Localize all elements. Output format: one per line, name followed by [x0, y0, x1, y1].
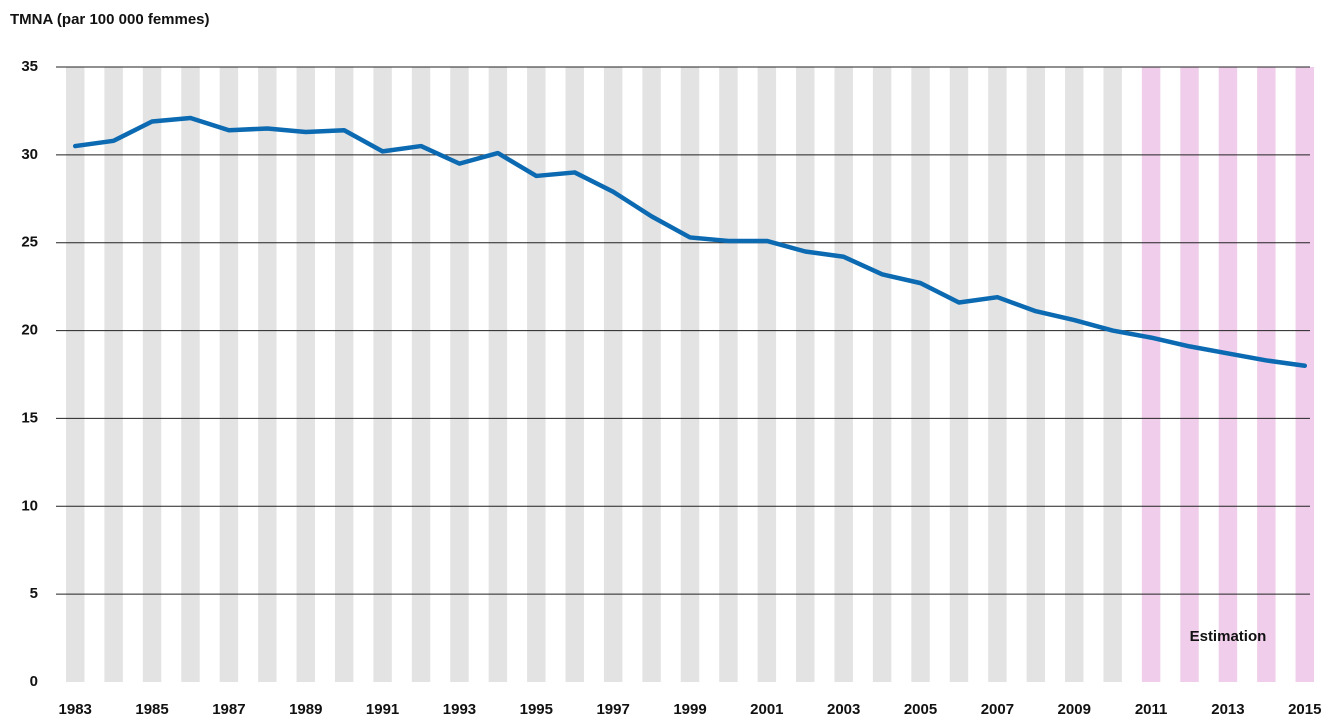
year-band	[796, 67, 815, 682]
year-band	[373, 67, 392, 682]
year-band	[1026, 67, 1046, 682]
y-tick-label: 20	[21, 322, 38, 339]
y-tick-label: 10	[21, 497, 38, 514]
x-tick-label: 1997	[596, 701, 629, 718]
x-tick-label: 2005	[904, 701, 937, 718]
x-tick-label: 1985	[135, 701, 168, 718]
year-band	[1218, 67, 1238, 682]
year-band	[104, 67, 123, 682]
x-tick-label: 1987	[212, 701, 245, 718]
x-tick-label: 1999	[673, 701, 706, 718]
year-band	[1141, 67, 1161, 682]
annotation: Estimation	[1190, 628, 1267, 645]
year-band	[1180, 67, 1199, 682]
year-band	[527, 67, 546, 682]
year-band	[565, 67, 584, 682]
year-band	[181, 67, 200, 682]
year-band	[680, 67, 700, 682]
y-tick-label: 35	[21, 58, 38, 75]
year-band	[219, 67, 239, 682]
x-tick-label: 2007	[981, 701, 1014, 718]
y-tick-label: 0	[30, 673, 38, 690]
year-band	[488, 67, 508, 682]
data-line	[72, 115, 1308, 368]
year-band	[1295, 67, 1315, 682]
year-band	[603, 67, 623, 682]
year-band	[334, 67, 354, 682]
y-tick-label: 30	[21, 146, 38, 163]
year-band	[258, 67, 277, 682]
x-tick-label: 1995	[520, 701, 553, 718]
year-band	[450, 67, 469, 682]
y-tick-label: 25	[21, 234, 38, 251]
x-tick-label: 1989	[289, 701, 322, 718]
year-band	[949, 67, 969, 682]
x-tick-label: 2003	[827, 701, 860, 718]
year-band	[411, 67, 431, 682]
x-tick-label: 1991	[366, 701, 399, 718]
y-axis-title: TMNA (par 100 000 femmes)	[10, 11, 210, 28]
x-tick-label: 1983	[59, 701, 92, 718]
year-band	[911, 67, 930, 682]
year-band	[296, 67, 315, 682]
year-band	[872, 67, 892, 682]
year-band	[719, 67, 738, 682]
year-band	[142, 67, 162, 682]
year-band	[988, 67, 1007, 682]
x-tick-label: 1993	[443, 701, 476, 718]
year-band	[1103, 67, 1122, 682]
y-tick-label: 5	[30, 585, 38, 602]
year-band	[1257, 67, 1276, 682]
year-band	[757, 67, 777, 682]
year-band	[1065, 67, 1084, 682]
y-tick-label: 15	[21, 409, 38, 426]
x-tick-label: 2011	[1135, 701, 1168, 718]
year-band	[642, 67, 661, 682]
x-tick-label: 2009	[1058, 701, 1091, 718]
x-tick-label: 2001	[750, 701, 783, 718]
year-band	[834, 67, 853, 682]
year-band	[65, 67, 85, 682]
x-tick-label: 2013	[1211, 701, 1244, 718]
x-tick-label: 2015	[1288, 701, 1321, 718]
